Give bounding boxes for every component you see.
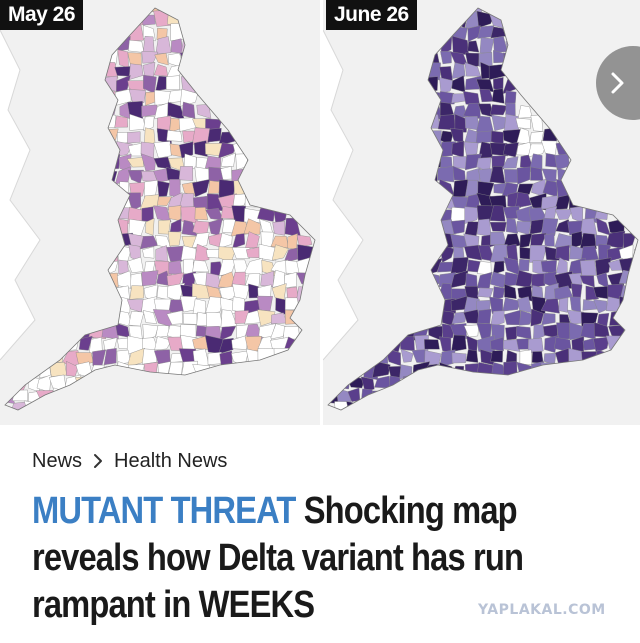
headline-text: Shocking map reveals how Delta variant h… — [32, 490, 524, 626]
map-june-26 — [323, 0, 640, 425]
article-headline[interactable]: MUTANT THREAT Shocking map reveals how D… — [32, 488, 617, 629]
england-map-june — [323, 7, 639, 411]
date-label-may: May 26 — [0, 0, 84, 30]
breadcrumb-health-news[interactable]: Health News — [114, 449, 228, 472]
breadcrumb-news[interactable]: News — [32, 449, 83, 472]
date-label-june: June 26 — [326, 0, 417, 30]
chevron-right-icon — [92, 453, 104, 469]
breadcrumb: News Health News — [32, 446, 227, 476]
chevron-right-icon — [611, 72, 624, 94]
england-map-may — [0, 7, 316, 411]
headline-kicker: MUTANT THREAT — [32, 490, 296, 532]
watermark: YAPLAKAL.COM — [478, 602, 606, 618]
map-may-26 — [0, 0, 320, 425]
maps-comparison: May 26 June 26 — [0, 0, 640, 425]
map-divider — [320, 0, 323, 425]
